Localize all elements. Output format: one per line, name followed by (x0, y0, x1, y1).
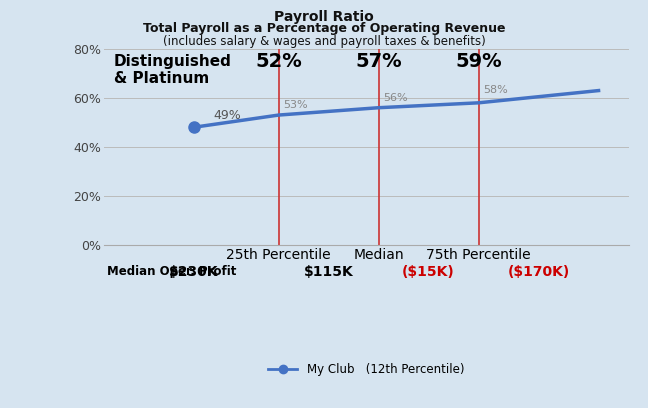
Text: 52%: 52% (255, 52, 302, 71)
Text: (includes salary & wages and payroll taxes & benefits): (includes salary & wages and payroll tax… (163, 35, 485, 48)
Text: ($170K): ($170K) (507, 265, 570, 279)
Text: 53%: 53% (284, 100, 308, 110)
Text: 57%: 57% (355, 52, 402, 71)
Text: 58%: 58% (483, 85, 508, 95)
Text: Payroll Ratio: Payroll Ratio (274, 10, 374, 24)
Text: ($15K): ($15K) (402, 265, 455, 279)
Legend: My Club   (12th Percentile): My Club (12th Percentile) (263, 359, 469, 381)
Text: $230K: $230K (169, 265, 218, 279)
Text: Median Oper. Profit: Median Oper. Profit (107, 265, 236, 278)
Text: 59%: 59% (456, 52, 502, 71)
Text: Distinguished
& Platinum: Distinguished & Platinum (113, 54, 231, 86)
Text: 49%: 49% (214, 109, 242, 122)
Text: Total Payroll as a Percentage of Operating Revenue: Total Payroll as a Percentage of Operati… (143, 22, 505, 35)
Text: $115K: $115K (304, 265, 354, 279)
Text: 56%: 56% (384, 93, 408, 103)
